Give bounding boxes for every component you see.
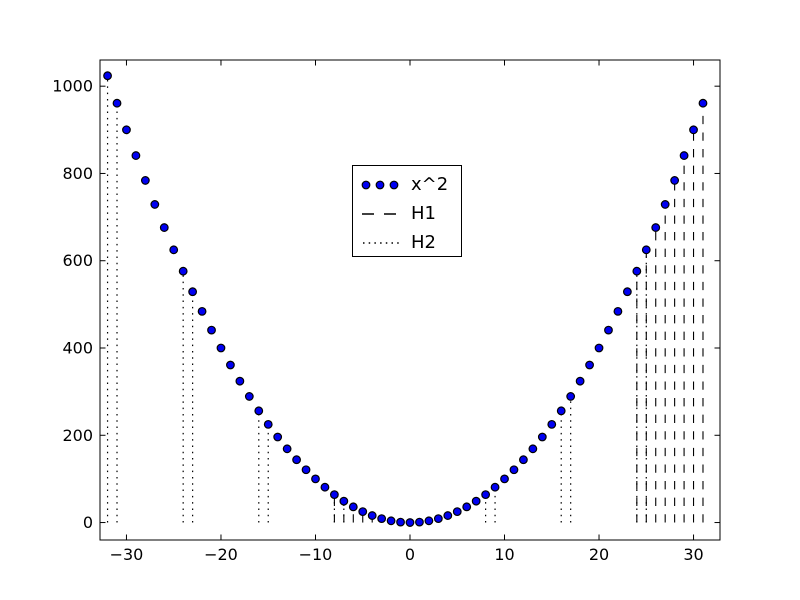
x-tick-label: −10 [299, 545, 333, 564]
legend-label-h2: H2 [411, 231, 436, 253]
y-tick-label: 800 [62, 164, 93, 183]
y-tick-label: 200 [62, 426, 93, 445]
dashed-line-icon [362, 212, 399, 215]
y-tick-label: 400 [62, 339, 93, 358]
legend-row-x2: x^2 [359, 170, 461, 199]
y-tick-label: 1000 [52, 77, 93, 96]
legend-row-h1: H1 [359, 199, 461, 228]
x-tick-label: 20 [589, 545, 609, 564]
scatter-marker-icon [361, 180, 399, 189]
y-tick-label: 0 [83, 513, 93, 532]
x-tick-label: 0 [405, 545, 415, 564]
y-tick-label: 600 [62, 251, 93, 270]
legend-label-h1: H1 [411, 202, 436, 224]
legend-row-h2: H2 [359, 228, 461, 257]
y-axis-ticks [100, 85, 720, 524]
y-tick-labels: 0 200 400 600 800 1000 [52, 77, 93, 532]
x-tick-labels: −30 −20 −10 0 10 20 30 [110, 545, 704, 564]
dotted-line-icon [363, 241, 399, 244]
x-tick-label: 10 [494, 545, 514, 564]
x-axis-ticks [125, 60, 695, 540]
legend: x^2 H1 H2 [352, 165, 462, 257]
x-tick-label: −20 [204, 545, 238, 564]
x-tick-label: −30 [110, 545, 144, 564]
scatter-points [103, 71, 708, 527]
x-tick-label: 30 [683, 545, 703, 564]
legend-label-x2: x^2 [411, 173, 449, 195]
